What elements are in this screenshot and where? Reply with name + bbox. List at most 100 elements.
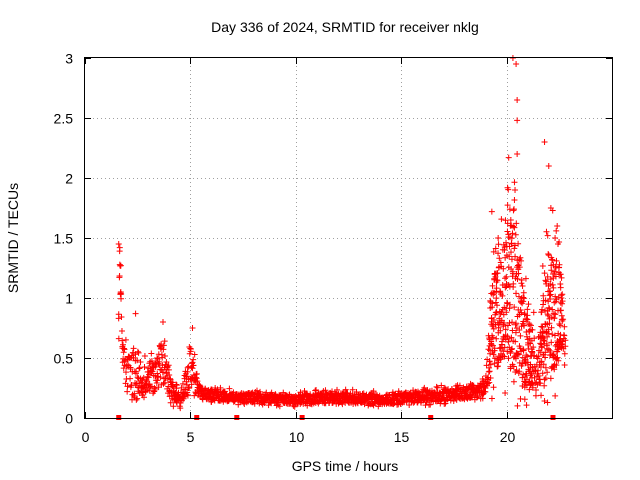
baseline-marker <box>194 415 200 420</box>
data-point <box>141 352 148 359</box>
data-point <box>519 374 526 381</box>
baseline-marker <box>550 415 556 420</box>
data-point <box>119 341 126 348</box>
data-point <box>487 361 494 368</box>
baseline-marker <box>234 415 240 420</box>
data-point <box>542 354 549 361</box>
data-point <box>495 241 502 248</box>
data-point <box>135 349 142 356</box>
y-tick-label: 3 <box>65 51 73 67</box>
data-point <box>557 284 564 291</box>
data-point <box>549 331 556 338</box>
data-point <box>557 322 564 329</box>
data-point <box>498 216 505 223</box>
data-point <box>529 349 536 356</box>
data-point <box>542 349 549 356</box>
data-point <box>493 295 500 302</box>
data-point <box>136 364 143 371</box>
data-point <box>542 364 549 371</box>
data-point <box>524 353 531 360</box>
data-point <box>479 395 486 402</box>
data-point <box>523 382 530 389</box>
data-point <box>507 217 514 223</box>
data-point <box>493 285 500 292</box>
data-point <box>546 305 553 312</box>
data-point <box>562 343 569 350</box>
data-point <box>524 316 531 323</box>
data-point <box>550 351 557 358</box>
data-point <box>161 352 168 359</box>
data-point <box>163 358 170 365</box>
data-point <box>165 366 172 373</box>
data-point <box>518 257 525 264</box>
data-point <box>518 309 525 316</box>
data-point <box>537 364 544 371</box>
data-point <box>512 329 519 336</box>
data-point <box>127 375 134 382</box>
data-point <box>505 154 512 161</box>
data-point <box>155 351 162 358</box>
data-point <box>152 386 159 393</box>
data-point <box>494 270 501 277</box>
data-point <box>561 332 568 339</box>
data-point <box>540 361 547 368</box>
data-point <box>486 379 493 386</box>
data-point <box>543 278 550 285</box>
data-point <box>511 197 518 204</box>
data-point <box>524 306 531 313</box>
x-tick-label: 5 <box>187 429 195 445</box>
data-point <box>502 326 509 333</box>
data-point <box>542 297 549 304</box>
data-point <box>514 276 521 283</box>
data-point <box>561 350 568 357</box>
data-point <box>508 346 515 353</box>
data-point <box>535 372 542 379</box>
data-point <box>495 250 502 257</box>
data-point <box>532 392 539 399</box>
data-point <box>561 362 568 369</box>
data-point <box>552 293 559 300</box>
data-point <box>520 298 527 305</box>
data-point <box>544 333 551 340</box>
data-point <box>510 223 517 230</box>
data-point <box>485 346 492 353</box>
data-point <box>525 301 532 308</box>
data-point <box>122 369 129 376</box>
data-point <box>122 380 129 387</box>
data-point <box>556 261 563 268</box>
data-point <box>552 273 559 280</box>
data-point <box>186 384 193 391</box>
data-point <box>543 228 550 235</box>
data-point <box>545 346 552 353</box>
data-point <box>167 399 174 406</box>
data-point <box>492 245 499 252</box>
data-point <box>134 357 141 364</box>
data-point <box>158 341 165 348</box>
data-point <box>511 245 518 252</box>
data-point <box>541 382 548 389</box>
data-point <box>490 334 497 341</box>
data-point <box>509 230 516 237</box>
data-point <box>512 355 519 362</box>
data-point <box>179 380 186 387</box>
data-point <box>490 384 497 391</box>
data-point <box>253 387 260 394</box>
data-point <box>505 338 512 345</box>
data-point <box>189 359 196 366</box>
data-point <box>517 332 524 339</box>
data-point <box>166 372 173 379</box>
data-point <box>509 319 516 326</box>
data-point <box>558 341 565 348</box>
data-point <box>488 341 495 348</box>
data-point <box>503 273 510 280</box>
data-point <box>291 403 298 410</box>
data-point <box>514 97 521 103</box>
data-point <box>515 240 522 247</box>
data-point <box>551 315 558 322</box>
plot-frame <box>84 57 613 419</box>
data-point <box>157 366 164 373</box>
data-point <box>501 353 508 360</box>
data-point <box>496 255 503 262</box>
baseline-marker <box>299 415 305 420</box>
